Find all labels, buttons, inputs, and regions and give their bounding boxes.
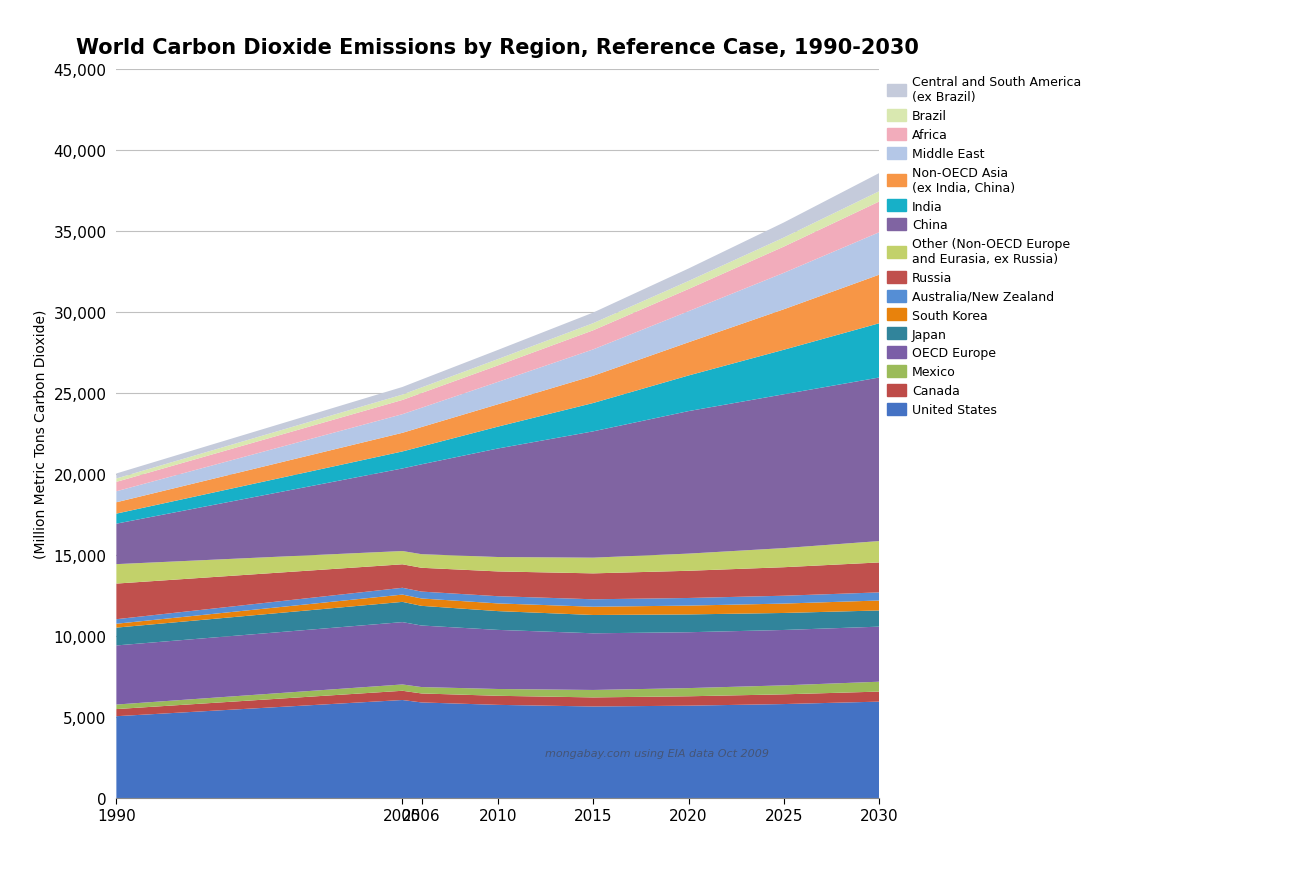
Text: mongabay.com using EIA data Oct 2009: mongabay.com using EIA data Oct 2009 [544, 748, 768, 758]
Legend: Central and South America
(ex Brazil), Brazil, Africa, Middle East, Non-OECD Asi: Central and South America (ex Brazil), B… [887, 76, 1081, 417]
Y-axis label: (Million Metric Tons Carbon Dioxide): (Million Metric Tons Carbon Dioxide) [34, 310, 48, 559]
Title: World Carbon Dioxide Emissions by Region, Reference Case, 1990-2030: World Carbon Dioxide Emissions by Region… [76, 38, 919, 58]
